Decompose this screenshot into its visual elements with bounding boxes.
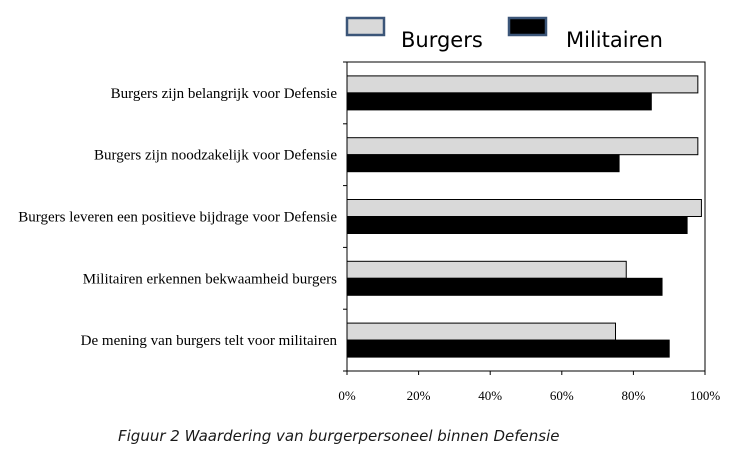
legend-label-burgers: Burgers: [401, 28, 483, 52]
category-label: Burgers leveren een positieve bijdrage v…: [18, 210, 337, 226]
category-label: Burgers zijn noodzakelijk voor Defensie: [94, 148, 337, 164]
x-tick-label: 100%: [690, 388, 721, 403]
x-tick-label: 0%: [338, 388, 356, 403]
x-tick-label: 60%: [550, 388, 574, 403]
x-tick-label: 80%: [621, 388, 645, 403]
bar-chart: Burgers Militairen Burgers zijn belangrij…: [18, 16, 721, 403]
bar-burgers: [346, 322, 616, 341]
bar-burgers: [346, 260, 627, 279]
x-tick-label: 40%: [478, 388, 502, 403]
plot-area: Burgers zijn belangrijk voor Defensie Bur…: [18, 61, 721, 403]
legend-swatch-militairen: [507, 16, 548, 37]
bar-burgers: [346, 75, 699, 94]
category-label: Militairen erkennen bekwaamheid burgers: [83, 271, 337, 287]
legend: Burgers Militairen: [345, 16, 663, 52]
bar-militairen: [346, 339, 670, 358]
legend-swatch-burgers: [345, 16, 386, 37]
x-tick-label: 20%: [407, 388, 431, 403]
bar-militairen: [346, 154, 620, 173]
figure-caption: Figuur 2 Waardering van burgerpersoneel …: [118, 427, 560, 445]
bar-burgers: [346, 137, 699, 156]
bar-militairen: [346, 92, 652, 111]
category-label: Burgers zijn belangrijk voor Defensie: [111, 86, 338, 102]
bar-militairen: [346, 216, 688, 234]
legend-label-militairen: Militairen: [566, 28, 663, 52]
bar-militairen: [346, 277, 663, 296]
category-label: De mening van burgers telt voor militair…: [81, 333, 338, 349]
bar-burgers: [346, 199, 702, 217]
